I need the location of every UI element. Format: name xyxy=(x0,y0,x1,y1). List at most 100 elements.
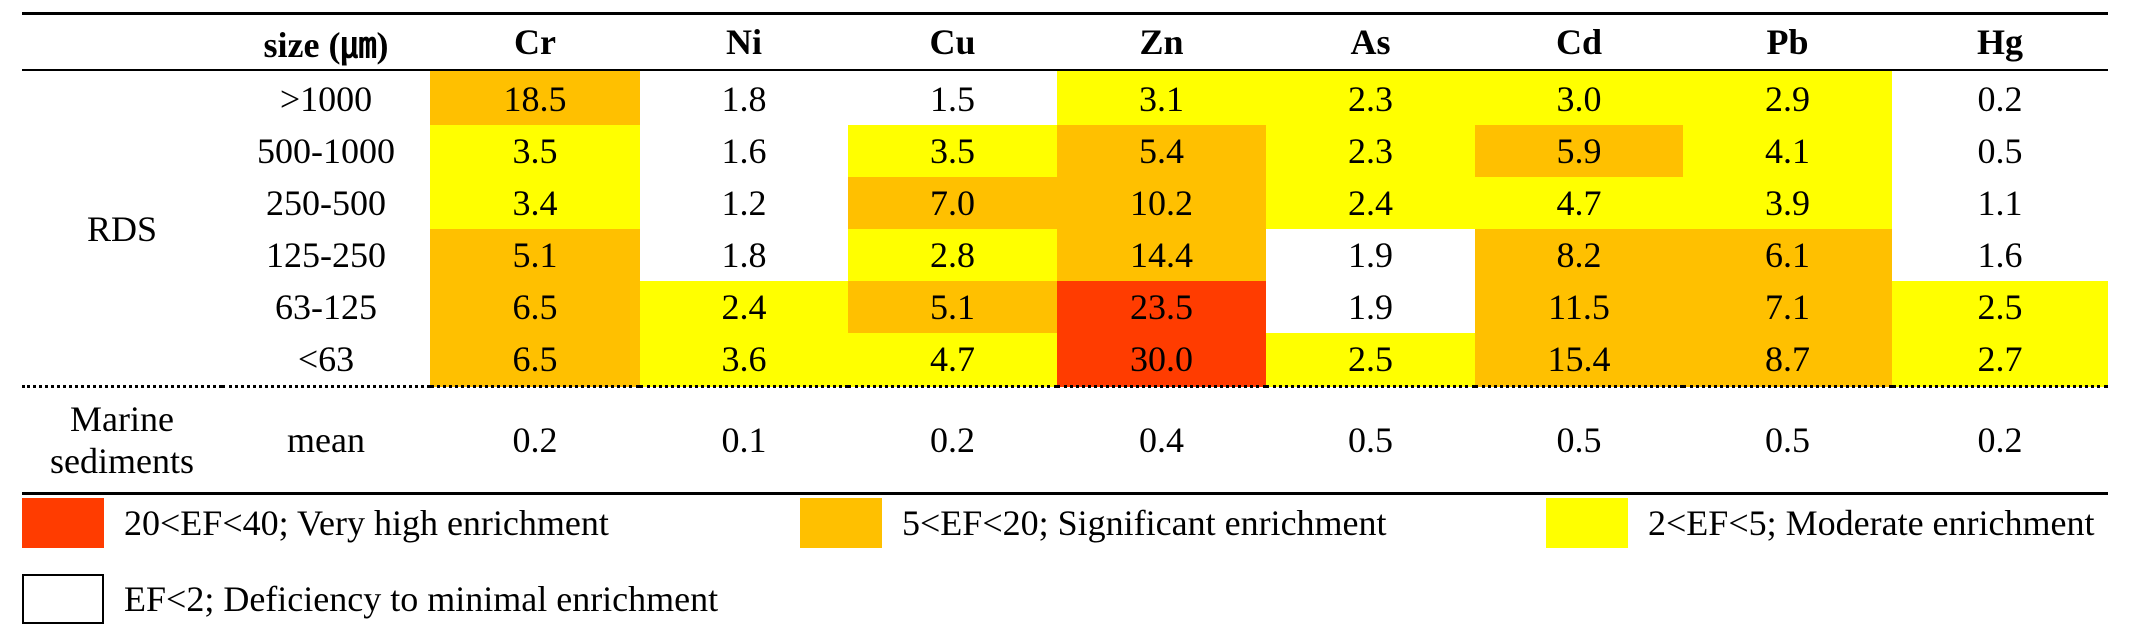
legend-swatch-very-high xyxy=(22,498,104,548)
legend-item-minimal: EF<2; Deficiency to minimal enrichment xyxy=(22,572,718,626)
header-zn: Zn xyxy=(1139,22,1184,62)
value-cell-cd: 8.2 xyxy=(1475,229,1683,281)
table-row: 63-125 6.5 2.4 5.1 23.5 1.9 11.5 7.1 2.5 xyxy=(22,281,2108,333)
value-cell-cu: 4.7 xyxy=(848,333,1057,387)
header-cu: Cu xyxy=(929,22,976,62)
value-cell-hg: 1.1 xyxy=(1892,177,2108,229)
value-cell-cu: 7.0 xyxy=(848,177,1057,229)
value-cell-cu: 5.1 xyxy=(848,281,1057,333)
value-cell-cu: 3.5 xyxy=(848,125,1057,177)
value-cell-ni: 1.2 xyxy=(640,177,848,229)
value-cell-hg: 0.5 xyxy=(1892,125,2108,177)
legend-item-moderate: 2<EF<5; Moderate enrichment xyxy=(1546,496,2094,550)
marine-row: Marine sediments mean 0.2 0.1 0.2 0.4 0.… xyxy=(22,387,2108,494)
legend: 20<EF<40; Very high enrichment 5<EF<20; … xyxy=(22,496,2108,626)
value-cell-pb: 7.1 xyxy=(1683,281,1892,333)
value-cell-zn: 23.5 xyxy=(1057,281,1266,333)
value-cell-zn: 5.4 xyxy=(1057,125,1266,177)
enrichment-factor-table: size (㎛) Cr Ni Cu Zn As Cd Pb Hg RDS >100… xyxy=(22,12,2108,495)
value-cell-cr: 3.4 xyxy=(430,177,640,229)
value-cell-hg: 2.5 xyxy=(1892,281,2108,333)
value-cell-hg: 2.7 xyxy=(1892,333,2108,387)
value-cell-pb: 8.7 xyxy=(1683,333,1892,387)
marine-value-as: 0.5 xyxy=(1348,420,1393,460)
table-row: 500-1000 3.5 1.6 3.5 5.4 2.3 5.9 4.1 0.5 xyxy=(22,125,2108,177)
value-cell-ni: 1.8 xyxy=(640,70,848,125)
table-row: <63 6.5 3.6 4.7 30.0 2.5 15.4 8.7 2.7 xyxy=(22,333,2108,387)
value-cell-ni: 1.6 xyxy=(640,125,848,177)
value-cell-cu: 1.5 xyxy=(848,70,1057,125)
size-cell: 125-250 xyxy=(266,235,386,275)
header-size: size (㎛) xyxy=(263,25,389,65)
value-cell-as: 2.3 xyxy=(1266,125,1475,177)
marine-value-cr: 0.2 xyxy=(512,420,558,460)
marine-section: Marine sediments mean 0.2 0.1 0.2 0.4 0.… xyxy=(22,386,2108,494)
size-cell: 250-500 xyxy=(266,183,386,223)
legend-swatch-significant xyxy=(800,498,882,548)
legend-label-minimal: EF<2; Deficiency to minimal enrichment xyxy=(124,579,719,619)
value-cell-zn: 30.0 xyxy=(1057,333,1266,387)
legend-label-significant: 5<EF<20; Significant enrichment xyxy=(902,503,1387,543)
header-ni: Ni xyxy=(726,22,762,62)
value-cell-as: 1.9 xyxy=(1266,229,1475,281)
legend-swatch-minimal xyxy=(22,574,104,624)
legend-item-very-high: 20<EF<40; Very high enrichment xyxy=(22,496,609,550)
marine-value-zn: 0.4 xyxy=(1139,420,1184,460)
value-cell-pb: 6.1 xyxy=(1683,229,1892,281)
value-cell-cr: 6.5 xyxy=(430,281,640,333)
marine-label-line2: sediments xyxy=(50,441,194,481)
marine-value-ni: 0.1 xyxy=(721,420,767,460)
value-cell-cr: 3.5 xyxy=(430,125,640,177)
value-cell-hg: 1.6 xyxy=(1892,229,2108,281)
legend-swatch-moderate xyxy=(1546,498,1628,548)
table-row: RDS >1000 18.5 1.8 1.5 3.1 2.3 3.0 2.9 0.2 xyxy=(22,70,2108,249)
value-cell-cu: 2.8 xyxy=(848,229,1057,281)
value-cell-cd: 11.5 xyxy=(1475,281,1683,333)
value-cell-as: 2.4 xyxy=(1266,177,1475,229)
value-cell-cr: 18.5 xyxy=(430,70,640,125)
legend-label-moderate: 2<EF<5; Moderate enrichment xyxy=(1648,503,2095,543)
value-cell-zn: 14.4 xyxy=(1057,229,1266,281)
marine-label-line1: Marine xyxy=(70,399,174,439)
value-cell-as: 2.3 xyxy=(1266,70,1475,125)
value-cell-zn: 10.2 xyxy=(1057,177,1266,229)
value-cell-ni: 3.6 xyxy=(640,333,848,387)
marine-group-label: Marine sediments xyxy=(22,387,222,494)
marine-size-cell: mean xyxy=(287,420,365,460)
header-cd: Cd xyxy=(1555,22,1603,62)
table-row: 125-250 5.1 1.8 2.8 14.4 1.9 8.2 6.1 1.6 xyxy=(22,229,2108,281)
header-row: size (㎛) Cr Ni Cu Zn As Cd Pb Hg xyxy=(22,13,2108,71)
value-cell-ni: 1.8 xyxy=(640,229,848,281)
header-group-cell xyxy=(22,14,222,71)
value-cell-cd: 5.9 xyxy=(1475,125,1683,177)
value-cell-pb: 2.9 xyxy=(1683,70,1892,125)
header-pb: Pb xyxy=(1766,22,1809,62)
legend-item-significant: 5<EF<20; Significant enrichment xyxy=(800,496,1387,550)
marine-value-hg: 0.2 xyxy=(1977,420,2023,460)
value-cell-cd: 4.7 xyxy=(1475,177,1683,229)
size-cell: 63-125 xyxy=(275,287,377,327)
size-cell: >1000 xyxy=(279,79,373,119)
value-cell-cr: 5.1 xyxy=(430,229,640,281)
rds-section: RDS >1000 18.5 1.8 1.5 3.1 2.3 3.0 2.9 0.2 500-100… xyxy=(22,70,2108,387)
header-as: As xyxy=(1350,22,1391,62)
value-cell-cr: 6.5 xyxy=(430,333,640,387)
value-cell-zn: 3.1 xyxy=(1057,70,1266,125)
header-cr: Cr xyxy=(514,22,556,62)
size-cell: <63 xyxy=(297,339,355,379)
header-hg: Hg xyxy=(1976,22,2023,62)
value-cell-ni: 2.4 xyxy=(640,281,848,333)
size-cell: 500-1000 xyxy=(257,131,395,171)
value-cell-pb: 4.1 xyxy=(1683,125,1892,177)
value-cell-hg: 0.2 xyxy=(1892,70,2108,125)
legend-label-very-high: 20<EF<40; Very high enrichment xyxy=(124,503,609,543)
value-cell-cd: 15.4 xyxy=(1475,333,1683,387)
value-cell-as: 2.5 xyxy=(1266,333,1475,387)
marine-value-cd: 0.5 xyxy=(1556,420,1602,460)
rds-group-label: RDS xyxy=(86,209,158,249)
value-cell-as: 1.9 xyxy=(1266,281,1475,333)
table-row: 250-500 3.4 1.2 7.0 10.2 2.4 4.7 3.9 1.1 xyxy=(22,177,2108,229)
value-cell-cd: 3.0 xyxy=(1475,70,1683,125)
marine-value-cu: 0.2 xyxy=(930,420,975,460)
marine-value-pb: 0.5 xyxy=(1765,420,1810,460)
